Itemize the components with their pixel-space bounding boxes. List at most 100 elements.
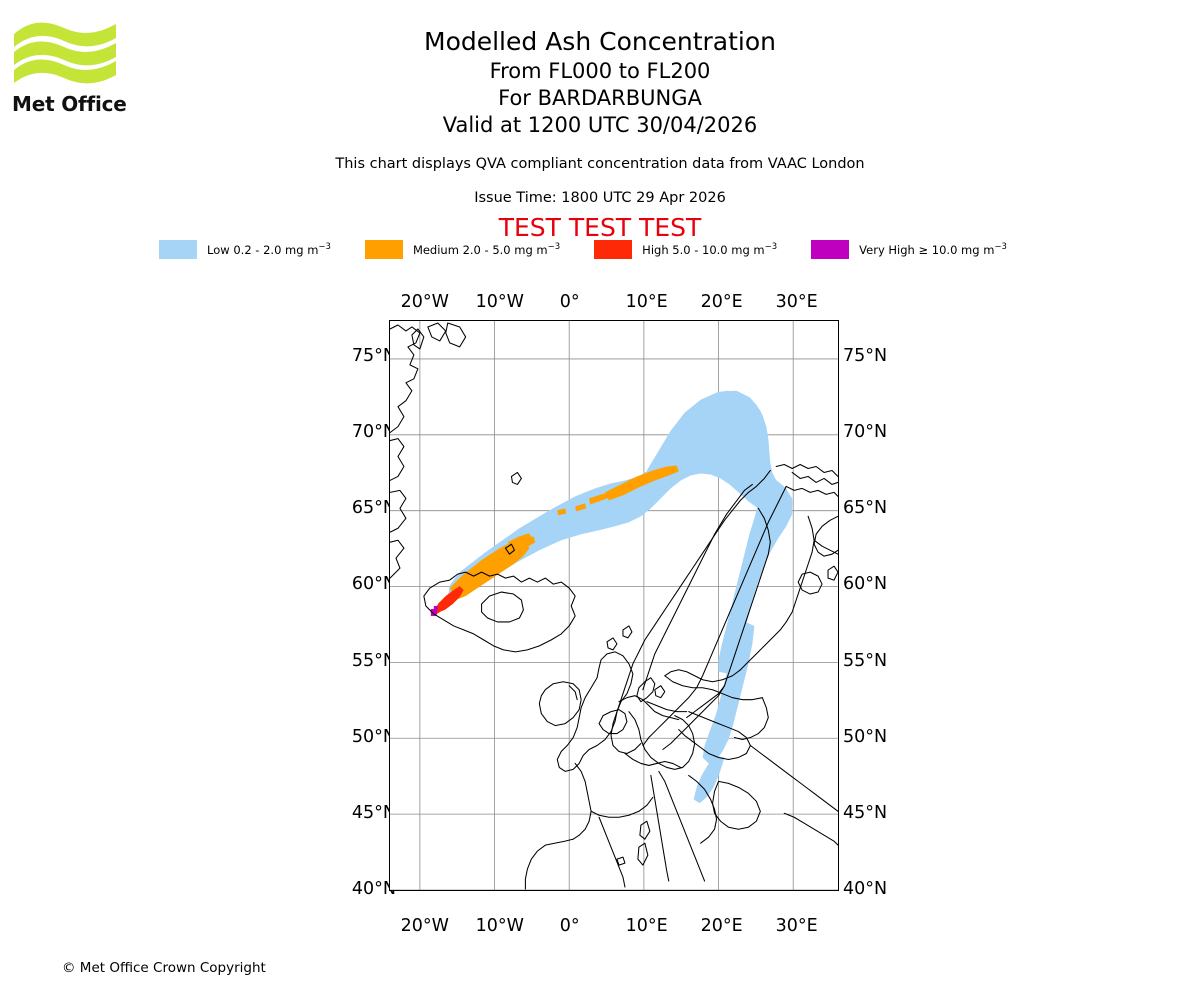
lon-tick-bottom-5: 30°E bbox=[775, 916, 818, 936]
legend-label-medium: Medium 2.0 - 5.0 mg m−3 bbox=[412, 242, 561, 257]
legend-label-low: Low 0.2 - 2.0 mg m−3 bbox=[207, 242, 331, 257]
coast-greenland-2 bbox=[390, 438, 405, 481]
coast-britain bbox=[556, 651, 634, 772]
legend-label-very-high: Very High ≥ 10.0 mg m−3 bbox=[859, 242, 1007, 257]
lon-tick-bottom-3: 10°E bbox=[625, 916, 668, 936]
chart-title-block: Modelled Ash Concentration From FL000 to… bbox=[0, 26, 1200, 139]
coast-corsica bbox=[639, 820, 651, 840]
coast-iberia bbox=[524, 838, 574, 890]
coast-norway-west bbox=[610, 469, 771, 755]
title-valid-time: Valid at 1200 UTC 30/04/2026 bbox=[442, 113, 758, 137]
ash-concentration-map[interactable] bbox=[389, 320, 839, 891]
coast-faroe bbox=[510, 471, 522, 485]
coast-island-small bbox=[504, 543, 515, 555]
lon-tick-top-0: 20°W bbox=[400, 292, 449, 312]
coast-kola bbox=[791, 471, 838, 485]
ash-plume bbox=[430, 390, 793, 804]
coast-denmark-isles bbox=[654, 685, 666, 699]
border-poland bbox=[678, 711, 751, 760]
plume-medium-filament bbox=[605, 465, 679, 501]
lat-tick-right-1: 45°N bbox=[843, 802, 888, 823]
border-finland-north bbox=[785, 485, 838, 497]
legend-item-low: Low 0.2 - 2.0 mg m−3 bbox=[159, 240, 365, 259]
map-geography bbox=[390, 322, 838, 890]
coast-iberia-e bbox=[598, 816, 626, 888]
lat-tick-left-4: 60°N bbox=[351, 574, 396, 595]
plume-low-bulge bbox=[646, 390, 769, 479]
lon-tick-bottom-1: 10°W bbox=[475, 916, 524, 936]
coast-finland-east bbox=[739, 515, 815, 671]
border-baltic-states bbox=[733, 697, 769, 741]
plume-low-descent bbox=[718, 470, 793, 674]
legend-swatch-low bbox=[159, 240, 198, 259]
page-title: Modelled Ash Concentration bbox=[424, 27, 776, 56]
plume-medium-filament-2 bbox=[589, 492, 611, 505]
lon-tick-top-4: 20°E bbox=[700, 292, 743, 312]
lon-tick-top-3: 10°E bbox=[625, 292, 668, 312]
coast-greenland-4 bbox=[390, 539, 405, 579]
coast-black-sea bbox=[783, 812, 838, 846]
coast-lake-onega bbox=[827, 565, 838, 581]
lat-tick-right-7: 75°N bbox=[843, 346, 888, 367]
border-uk-ireland bbox=[568, 685, 578, 701]
lat-tick-left-5: 65°N bbox=[351, 498, 396, 519]
coast-netherlands bbox=[598, 709, 628, 735]
copyright-notice: © Met Office Crown Copyright bbox=[62, 960, 266, 976]
lat-tick-left-7: 75°N bbox=[351, 346, 396, 367]
boundary-vatnajokull bbox=[481, 591, 524, 623]
coast-sweden-east bbox=[662, 507, 771, 751]
legend-item-medium: Medium 2.0 - 5.0 mg m−3 bbox=[364, 240, 594, 259]
plume-medium-dash-1 bbox=[575, 503, 587, 512]
border-baltic-coast bbox=[646, 701, 688, 713]
border-eastern bbox=[749, 744, 838, 812]
plume-medium-streak-3 bbox=[507, 533, 532, 548]
plume-medium-dash-2 bbox=[557, 508, 567, 516]
coast-italy-w bbox=[650, 774, 670, 882]
lat-tick-left-3: 55°N bbox=[351, 650, 396, 671]
qva-note: This chart displays QVA compliant concen… bbox=[335, 156, 865, 172]
coast-white-sea bbox=[813, 515, 838, 557]
coast-shetland bbox=[622, 625, 633, 639]
border-norway-sweden bbox=[642, 485, 787, 747]
coast-norway-north bbox=[775, 463, 838, 477]
lon-tick-bottom-2: 0° bbox=[559, 916, 580, 936]
title-volcano: For BARDARBUNGA bbox=[498, 86, 702, 110]
coast-greenland-ne bbox=[445, 322, 467, 348]
met-office-wave-mark bbox=[14, 22, 116, 84]
lat-tick-left-6: 70°N bbox=[351, 422, 396, 443]
lat-tick-right-5: 65°N bbox=[843, 498, 888, 519]
border-alps bbox=[624, 752, 682, 768]
border-hungary-romania bbox=[712, 780, 761, 830]
map-gridlines bbox=[390, 321, 838, 890]
met-office-wordmark: Met Office bbox=[12, 92, 127, 116]
plume-very-high-vent bbox=[430, 608, 437, 616]
lat-tick-left-0: 40°N bbox=[351, 879, 396, 899]
coast-jan-mayen bbox=[411, 328, 425, 350]
issue-time: Issue Time: 1800 UTC 29 Apr 2026 bbox=[474, 190, 726, 206]
legend-item-very-high: Very High ≥ 10.0 mg m−3 bbox=[811, 240, 1041, 259]
lat-tick-left-2: 50°N bbox=[351, 726, 396, 747]
coast-germany-north bbox=[618, 695, 680, 721]
plume-low-bothnia bbox=[702, 619, 755, 764]
plume-high-core-2 bbox=[433, 598, 451, 614]
coast-scotland-isles bbox=[606, 637, 618, 651]
lon-tick-bottom-0: 20°W bbox=[400, 916, 449, 936]
lat-tick-right-4: 60°N bbox=[843, 574, 888, 595]
legend-label-high: High 5.0 - 10.0 mg m−3 bbox=[642, 242, 778, 257]
legend-item-high: High 5.0 - 10.0 mg m−3 bbox=[594, 240, 811, 259]
coast-norway-fjords bbox=[642, 483, 753, 691]
lat-tick-left-1: 45°N bbox=[351, 802, 396, 823]
coast-russia-lakes bbox=[797, 571, 823, 595]
lat-tick-right-6: 70°N bbox=[843, 422, 888, 443]
plume-medium-streak-2 bbox=[475, 536, 536, 574]
legend-swatch-high bbox=[594, 240, 633, 259]
coast-baltic-south bbox=[664, 675, 763, 701]
border-france-s bbox=[590, 796, 654, 818]
coast-greenland-3 bbox=[390, 489, 407, 533]
coast-iceland bbox=[423, 571, 576, 653]
coast-svalbard-sw bbox=[427, 322, 447, 342]
legend-swatch-medium bbox=[364, 240, 403, 259]
border-germany bbox=[628, 711, 696, 770]
title-flight-levels: From FL000 to FL200 bbox=[489, 59, 711, 83]
plume-very-high-vent-2 bbox=[433, 605, 438, 610]
